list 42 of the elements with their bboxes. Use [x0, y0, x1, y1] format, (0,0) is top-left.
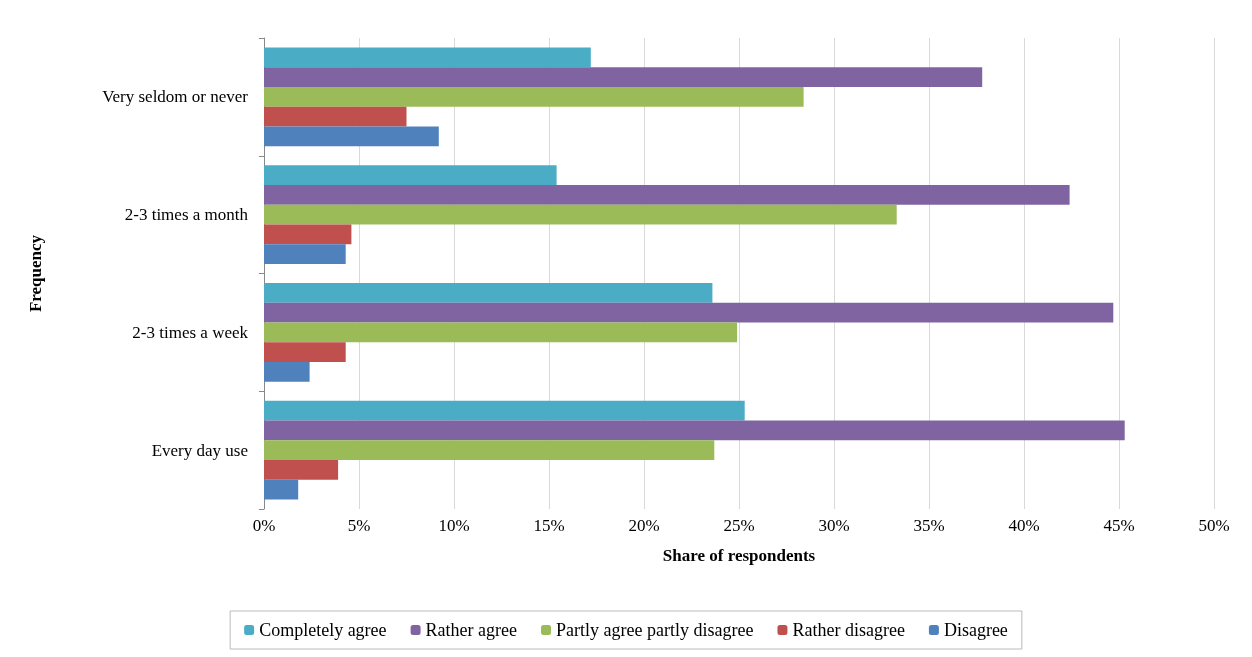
bar [264, 362, 310, 382]
bar [264, 184, 1070, 205]
x-tick-label: 20% [628, 516, 660, 535]
x-axis-title: Share of respondents [662, 546, 816, 565]
bar [264, 400, 745, 421]
bar [264, 47, 591, 68]
y-axis-title: Frequency [26, 234, 45, 313]
y-tick-label: Very seldom or never [102, 87, 249, 107]
y-tick-label: Every day use [151, 440, 248, 460]
x-tick-label: 0% [252, 516, 276, 535]
bar [264, 440, 715, 461]
bar [264, 106, 407, 127]
legend-label: Rather agree [425, 620, 518, 640]
bar [264, 244, 346, 265]
bar [264, 460, 339, 480]
bar [264, 86, 804, 107]
legend-label: Disagree [943, 620, 1008, 640]
bar [264, 165, 557, 185]
x-tick-label: 5% [347, 516, 371, 535]
x-tick-label: 10% [438, 516, 470, 535]
bar [264, 204, 897, 225]
x-tick-label: 35% [913, 516, 945, 535]
legend-label: Rather disagree [792, 620, 905, 640]
legend-label: Partly agree partly disagree [556, 620, 754, 640]
x-tick-label: 30% [818, 516, 850, 535]
bar [264, 67, 983, 87]
x-tick-label: 45% [1103, 516, 1135, 535]
bar [264, 420, 1125, 441]
bar [264, 126, 439, 147]
bar [264, 282, 713, 303]
bar [264, 342, 346, 363]
x-tick-label: 40% [1008, 516, 1040, 535]
bar [264, 479, 299, 500]
bar [264, 302, 1114, 323]
bar [264, 322, 738, 343]
x-tick-label: 25% [723, 516, 755, 535]
x-tick-label: 15% [533, 516, 565, 535]
x-tick-label: 50% [1198, 516, 1230, 535]
bar [264, 224, 352, 245]
legend-label: Completely agree [259, 620, 387, 640]
y-tick-label: 2-3 times a month [124, 205, 249, 225]
y-tick-label: 2-3 times a week [132, 322, 249, 342]
